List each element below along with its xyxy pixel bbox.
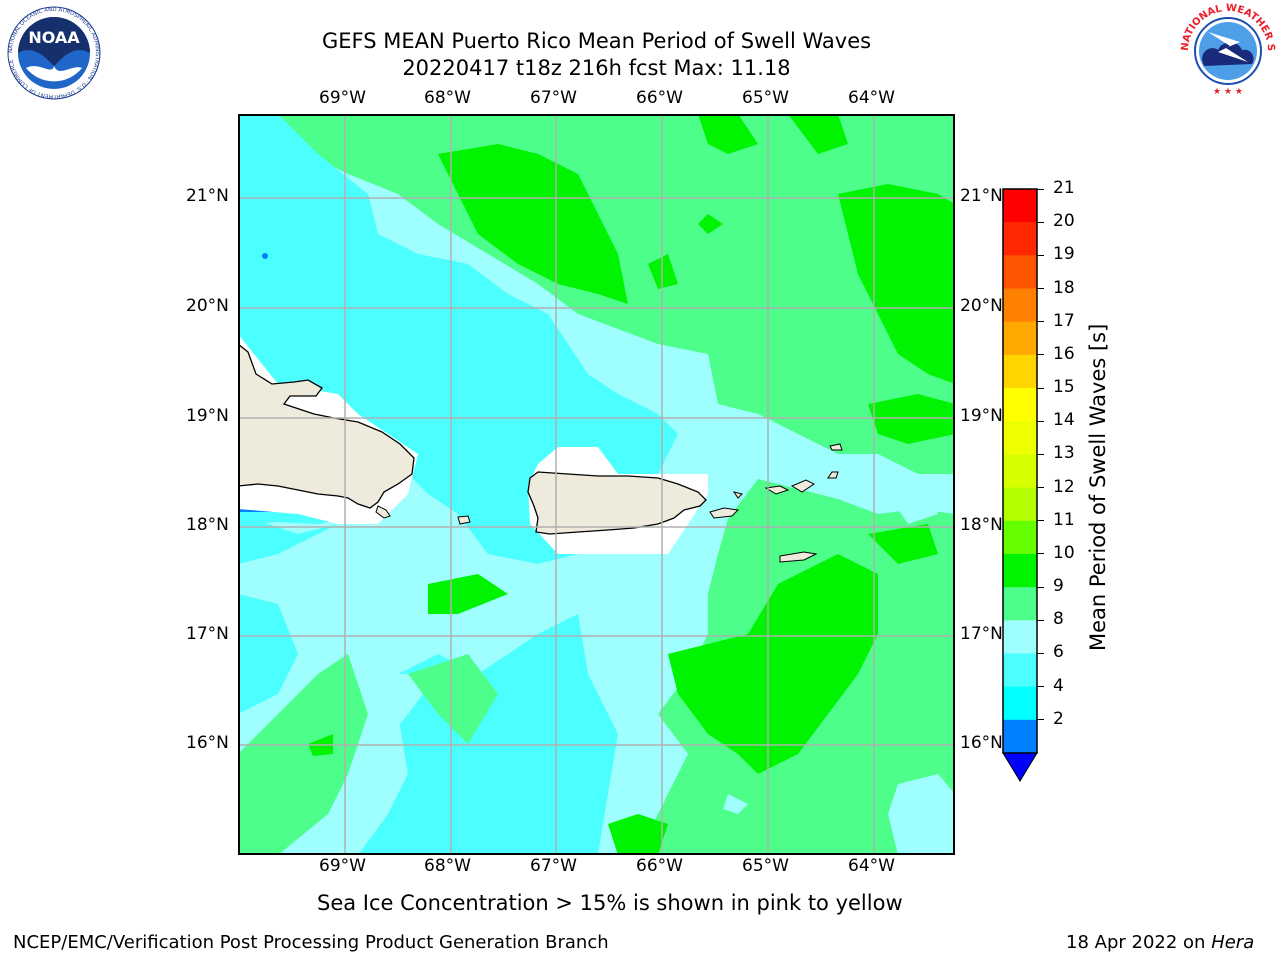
colorbar-swatch — [1003, 487, 1037, 522]
colorbar-tick-label: 4 — [1053, 675, 1064, 696]
colorbar-tick-label: 17 — [1053, 310, 1075, 331]
lon-label-bottom: 65°W — [742, 856, 789, 876]
lat-label-left: 20°N — [186, 296, 229, 316]
colorbar-tick-mark — [1037, 321, 1044, 323]
colorbar-tick-mark — [1037, 221, 1044, 223]
map-frame — [238, 114, 955, 855]
noaa-logo-icon: NOAA NATIONAL OCEANIC AND ATMOSPHERIC AD… — [7, 6, 101, 100]
colorbar-tick-label: 8 — [1053, 609, 1064, 630]
lat-label-right: 17°N — [960, 624, 1003, 644]
lat-label-left: 18°N — [186, 515, 229, 535]
colorbar-tick-mark — [1037, 619, 1044, 621]
colorbar-swatch — [1003, 189, 1037, 223]
colorbar-tick-mark — [1037, 487, 1044, 489]
footer-host: Hera — [1211, 932, 1255, 953]
footer-date-text: 18 Apr 2022 on — [1066, 932, 1206, 953]
colorbar-tick-mark — [1037, 354, 1044, 356]
nws-logo-icon: NATIONAL WEATHER SERVICE ★ ★ ★ — [1178, 2, 1276, 97]
lon-label-bottom: 67°W — [530, 856, 577, 876]
colorbar-tick-mark — [1037, 719, 1044, 721]
lon-label-bottom: 66°W — [636, 856, 683, 876]
lon-label-top: 67°W — [530, 88, 577, 108]
colorbar-tick-label: 6 — [1053, 642, 1064, 663]
colorbar-tick-label: 14 — [1053, 410, 1075, 431]
lon-label-top: 69°W — [319, 88, 366, 108]
colorbar-label: Mean Period of Swell Waves [s] — [1086, 323, 1110, 651]
colorbar-tick-mark — [1037, 520, 1044, 522]
sea-ice-note-text: Sea Ice Concentration > 15% is shown in … — [317, 891, 903, 915]
hispaniola-land — [238, 343, 415, 509]
colorbar-tick-mark — [1037, 453, 1044, 455]
colorbar-tick-label: 21 — [1053, 178, 1075, 198]
colorbar-tick-mark — [1037, 553, 1044, 555]
colorbar-tick-mark — [1037, 288, 1044, 290]
lon-label-top: 66°W — [636, 88, 683, 108]
colorbar-swatch — [1003, 454, 1037, 489]
colorbar-tick-label: 15 — [1053, 377, 1075, 398]
colorbar-tick-label: 11 — [1053, 509, 1075, 530]
colorbar-swatch — [1003, 686, 1037, 721]
colorbar-tick-mark — [1037, 652, 1044, 654]
colorbar-swatch — [1003, 653, 1037, 688]
colorbar-tick-label: 2 — [1053, 708, 1064, 729]
swell-period-map — [238, 114, 955, 855]
colorbar-swatch — [1003, 288, 1037, 323]
colorbar-tick-label: 19 — [1053, 244, 1075, 265]
chart-subtitle: 20220417 t18z 216h fcst Max: 11.18 — [402, 56, 791, 80]
lat-label-left: 19°N — [186, 406, 229, 426]
lon-label-bottom: 64°W — [848, 856, 895, 876]
colorbar-tick-mark — [1037, 586, 1044, 588]
lon-label-bottom: 68°W — [424, 856, 471, 876]
colorbar-extend-arrow — [1002, 752, 1038, 782]
colorbar-tick-mark — [1037, 387, 1044, 389]
lat-label-right: 16°N — [960, 733, 1003, 753]
colorbar-tick-label: 16 — [1053, 343, 1075, 364]
lat-label-right: 21°N — [960, 186, 1003, 206]
colorbar-swatch — [1003, 255, 1037, 290]
colorbar-swatch — [1003, 553, 1037, 588]
lat-label-right: 19°N — [960, 406, 1003, 426]
colorbar-tick-label: 12 — [1053, 476, 1075, 497]
lat-label-right: 20°N — [960, 296, 1003, 316]
colorbar-swatch — [1003, 222, 1037, 256]
colorbar-tick-label: 18 — [1053, 277, 1075, 298]
lat-label-left: 16°N — [186, 733, 229, 753]
colorbar-tick-mark — [1037, 254, 1044, 256]
colorbar-swatch — [1003, 587, 1037, 621]
colorbar-swatch — [1003, 520, 1037, 555]
colorbar-swatch — [1003, 421, 1037, 455]
colorbar-tick-label: 9 — [1053, 576, 1064, 597]
footer-date: 18 Apr 2022 on Hera — [1066, 932, 1254, 953]
lon-label-top: 65°W — [742, 88, 789, 108]
lat-label-left: 21°N — [186, 186, 229, 206]
colorbar-swatch — [1003, 354, 1037, 389]
colorbar-swatch — [1003, 620, 1037, 654]
colorbar-swatch — [1003, 321, 1037, 356]
svg-text:★ ★ ★: ★ ★ ★ — [1213, 87, 1243, 97]
footer-credit: NCEP/EMC/Verification Post Processing Pr… — [13, 932, 609, 953]
colorbar-tick-mark — [1037, 420, 1044, 422]
colorbar-tick-mark — [1037, 188, 1044, 190]
lon-label-top: 68°W — [424, 88, 471, 108]
colorbar — [1002, 188, 1038, 782]
colorbar-frame — [1002, 188, 1038, 754]
colorbar-tick-mark — [1037, 686, 1044, 688]
lat-label-left: 17°N — [186, 624, 229, 644]
colorbar-swatch — [1003, 388, 1037, 422]
noaa-logo-text: NOAA — [28, 28, 80, 47]
lat-label-right: 18°N — [960, 515, 1003, 535]
chart-title: GEFS MEAN Puerto Rico Mean Period of Swe… — [321, 29, 872, 53]
lon-label-top: 64°W — [848, 88, 895, 108]
colorbar-tick-label: 20 — [1053, 211, 1075, 232]
colorbar-tick-label: 13 — [1053, 443, 1075, 464]
lon-label-bottom: 69°W — [319, 856, 366, 876]
colorbar-tick-label: 10 — [1053, 542, 1075, 563]
colorbar-swatch — [1003, 719, 1037, 754]
